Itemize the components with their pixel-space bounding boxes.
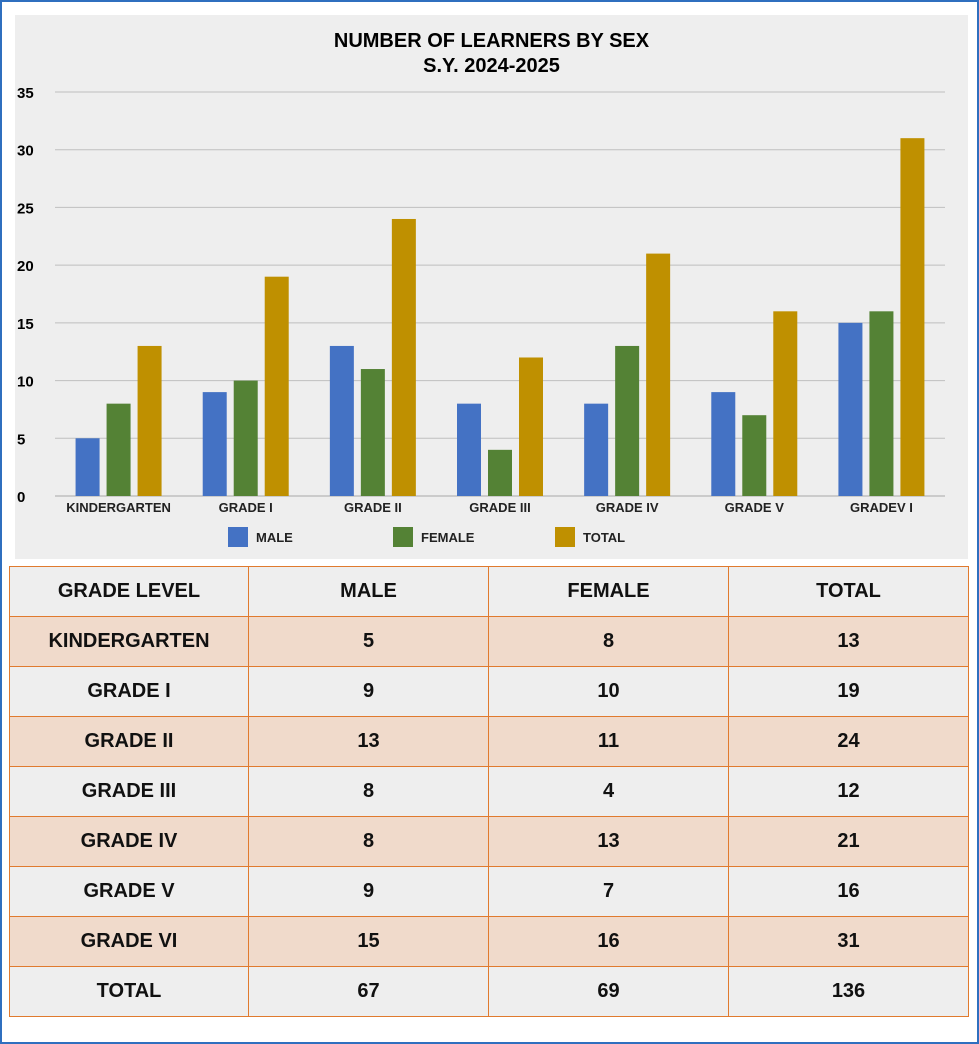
bar-male — [584, 403, 609, 496]
bar-female — [233, 380, 258, 496]
x-tick-label: GRADE III — [469, 500, 530, 515]
bar-female — [742, 415, 767, 496]
cell-female: 8 — [488, 616, 729, 667]
cell-grade: TOTAL — [9, 966, 249, 1017]
legend-swatch-total — [555, 527, 575, 547]
cell-male: 9 — [248, 666, 489, 717]
chart-title-line-1: NUMBER OF LEARNERS BY SEX — [333, 30, 650, 52]
bar-total — [264, 276, 289, 496]
cell-female: 16 — [488, 916, 729, 967]
bar-total — [900, 138, 925, 496]
cell-female: 69 — [488, 966, 729, 1017]
bar-female — [360, 369, 385, 496]
legend-label-male: MALE — [256, 530, 293, 545]
chart-panel: NUMBER OF LEARNERS BY SEX S.Y. 2024-2025… — [15, 15, 968, 559]
cell-grade: GRADE V — [9, 866, 249, 917]
y-tick-label: 5 — [17, 431, 25, 448]
bar-total — [519, 357, 543, 496]
cell-female: 10 — [488, 666, 729, 717]
bar-total — [773, 311, 798, 496]
table-row: GRADE VI 15 16 31 — [9, 916, 969, 967]
bar-female — [106, 403, 131, 496]
chart-title: NUMBER OF LEARNERS BY SEX S.Y. 2024-2025 — [15, 29, 968, 79]
x-tick-label: KINDERGARTEN — [66, 500, 171, 515]
cell-male: 15 — [248, 916, 489, 967]
header-grade-level: GRADE LEVEL — [9, 566, 249, 617]
bar-female — [615, 345, 640, 496]
bar-chart: 0 5 10 15 20 25 30 35 KINDERGARTEN GRADE I GRADE I… — [17, 85, 945, 547]
x-tick-label: GRADE I — [219, 500, 273, 515]
legend-label-total: TOTAL — [583, 530, 625, 545]
y-tick-label: 30 — [17, 143, 34, 160]
bar-male — [75, 438, 100, 496]
bar-male — [711, 392, 736, 496]
cell-grade: GRADE III — [9, 766, 249, 817]
x-tick-label: GRADE V — [725, 500, 785, 515]
cell-total: 21 — [728, 816, 969, 867]
header-female: FEMALE — [488, 566, 729, 617]
cell-female: 13 — [488, 816, 729, 867]
learners-table: GRADE LEVEL MALE FEMALE TOTAL KINDERGART… — [9, 566, 969, 1017]
y-tick-label: 0 — [17, 489, 25, 506]
bar-male — [329, 345, 354, 496]
y-tick-label: 15 — [17, 316, 34, 333]
legend-label-female: FEMALE — [421, 530, 475, 545]
chart-title-line-2: S.Y. 2024-2025 — [423, 55, 560, 77]
bar-male — [202, 392, 227, 496]
bar-total — [391, 218, 416, 496]
cell-male: 67 — [248, 966, 489, 1017]
cell-female: 11 — [488, 716, 729, 767]
cell-grade: KINDERGARTEN — [9, 616, 249, 667]
cell-male: 8 — [248, 816, 489, 867]
table-header-row: GRADE LEVEL MALE FEMALE TOTAL — [9, 566, 969, 617]
cell-total: 19 — [728, 666, 969, 717]
cell-female: 4 — [488, 766, 729, 817]
x-tick-label: GRADE II — [344, 500, 402, 515]
bar-total — [137, 345, 162, 496]
cell-female: 7 — [488, 866, 729, 917]
bar-female — [869, 311, 894, 496]
table-row: KINDERGARTEN 5 8 13 — [9, 616, 969, 667]
cell-male: 9 — [248, 866, 489, 917]
cell-total: 136 — [728, 966, 969, 1017]
table-row: GRADE IV 8 13 21 — [9, 816, 969, 867]
cell-male: 5 — [248, 616, 489, 667]
cell-male: 8 — [248, 766, 489, 817]
cell-total: 24 — [728, 716, 969, 767]
table-row: GRADE III 8 4 12 — [9, 766, 969, 817]
cell-grade: GRADE I — [9, 666, 249, 717]
header-total: TOTAL — [728, 566, 969, 617]
legend-swatch-male — [228, 527, 248, 547]
cell-male: 13 — [248, 716, 489, 767]
y-tick-label: 35 — [17, 85, 34, 102]
cell-total: 16 — [728, 866, 969, 917]
table-row: GRADE I 9 10 19 — [9, 666, 969, 717]
cell-grade: GRADE VI — [9, 916, 249, 967]
cell-total: 13 — [728, 616, 969, 667]
x-tick-label: GRADE IV — [596, 500, 659, 515]
table-row: GRADE II 13 11 24 — [9, 716, 969, 767]
bar-male — [457, 403, 481, 496]
table-total-row: TOTAL 67 69 136 — [9, 966, 969, 1017]
cell-total: 12 — [728, 766, 969, 817]
cell-total: 31 — [728, 916, 969, 967]
y-tick-label: 25 — [17, 200, 34, 217]
bar-total — [646, 253, 671, 496]
table-row: GRADE V 9 7 16 — [9, 866, 969, 917]
bar-female — [488, 449, 512, 496]
y-tick-label: 10 — [17, 374, 34, 391]
bar-male — [838, 322, 863, 496]
cell-grade: GRADE IV — [9, 816, 249, 867]
legend-swatch-female — [393, 527, 413, 547]
header-male: MALE — [248, 566, 489, 617]
x-tick-label: GRADEV I — [850, 500, 913, 515]
y-tick-label: 20 — [17, 258, 34, 275]
cell-grade: GRADE II — [9, 716, 249, 767]
